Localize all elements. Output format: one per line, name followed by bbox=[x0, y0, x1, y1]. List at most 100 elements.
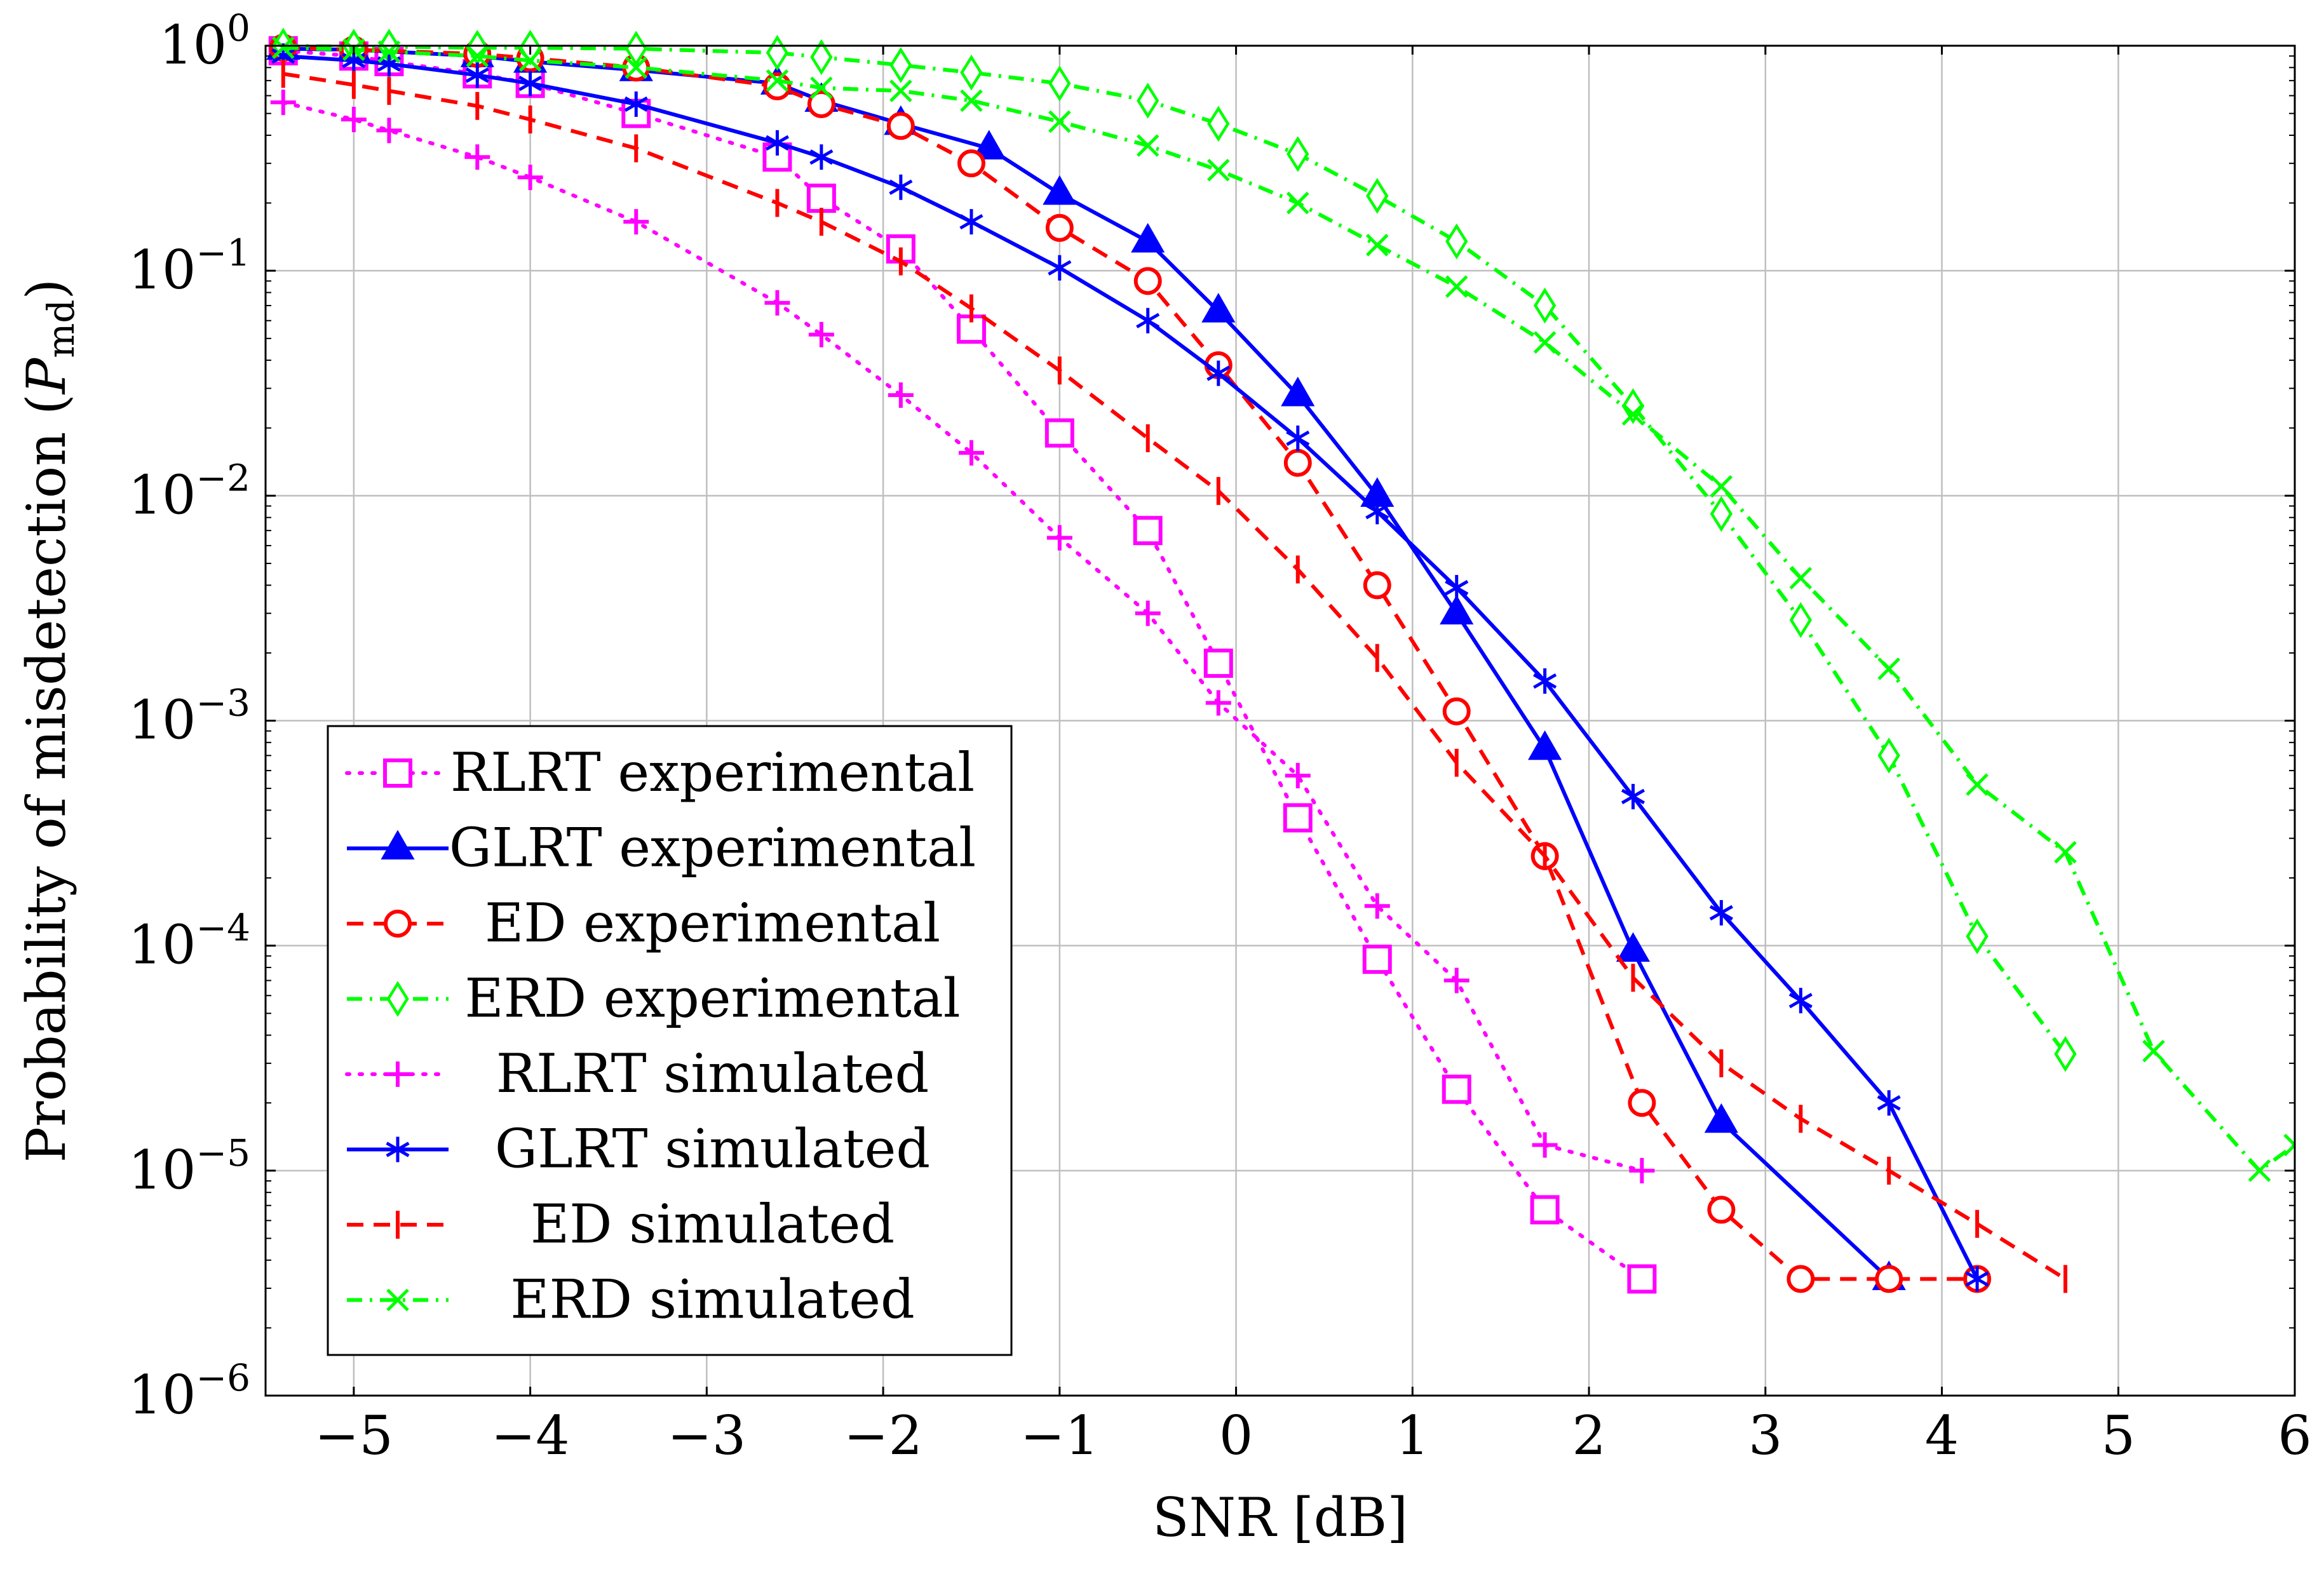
marker-asterisk bbox=[1533, 668, 1557, 694]
legend-label: ED simulated bbox=[530, 1193, 895, 1255]
marker-square bbox=[1133, 516, 1163, 546]
marker-triangle bbox=[1528, 730, 1562, 760]
marker-square bbox=[1627, 1264, 1657, 1294]
marker-circle bbox=[1133, 267, 1162, 295]
marker-diamond bbox=[810, 39, 833, 76]
marker-triangle bbox=[1201, 293, 1236, 323]
y-axis-label-open: ( bbox=[15, 394, 78, 415]
marker-plus bbox=[1443, 967, 1469, 994]
marker-circle bbox=[1363, 571, 1391, 600]
legend-box bbox=[327, 725, 1013, 1356]
x-tick-label: −3 bbox=[667, 1404, 746, 1467]
marker-asterisk bbox=[765, 130, 790, 156]
marker-diamond bbox=[1789, 602, 1812, 638]
marker-triangle bbox=[972, 130, 1006, 159]
marker-circle bbox=[807, 90, 835, 118]
marker-cross bbox=[1445, 275, 1468, 298]
marker-circle bbox=[1045, 213, 1074, 242]
marker-diamond bbox=[1137, 83, 1159, 119]
y-axis-label: Probability of misdetection (Pmd) bbox=[15, 279, 83, 1163]
marker-diamond bbox=[1207, 105, 1230, 142]
marker-asterisk bbox=[1965, 1266, 1989, 1292]
marker-cross bbox=[2142, 1039, 2165, 1063]
legend-entry: GLRT simulated bbox=[347, 1118, 930, 1180]
marker-plus bbox=[517, 165, 543, 191]
legend-label: GLRT experimental bbox=[449, 817, 976, 879]
marker-asterisk bbox=[1286, 425, 1310, 451]
marker-asterisk bbox=[1365, 499, 1389, 525]
marker-asterisk bbox=[1206, 360, 1231, 386]
marker-circle bbox=[886, 112, 915, 140]
marker-cross bbox=[466, 44, 489, 67]
marker-plus bbox=[1205, 690, 1231, 716]
marker-square bbox=[383, 758, 412, 788]
marker-cross bbox=[625, 56, 648, 79]
legend-entry: RLRT simulated bbox=[345, 1042, 929, 1105]
marker-circle bbox=[1628, 1089, 1656, 1117]
series-line bbox=[281, 100, 1644, 1173]
legend-label: RLRT experimental bbox=[450, 741, 975, 804]
y-tick-label: 10−5 bbox=[128, 1131, 250, 1201]
marker-square bbox=[1530, 1195, 1560, 1225]
x-tick-label: −2 bbox=[844, 1404, 922, 1467]
marker-plus bbox=[1364, 893, 1390, 919]
x-tick-label: 3 bbox=[1748, 1404, 1782, 1467]
marker-square bbox=[1283, 803, 1313, 833]
y-axis-label-text: Probability of misdetection bbox=[15, 415, 78, 1162]
marker-circle bbox=[763, 72, 792, 100]
legend-label: GLRT simulated bbox=[495, 1118, 930, 1180]
marker-cross bbox=[272, 36, 295, 59]
x-axis-label: SNR [dB] bbox=[1152, 1486, 1408, 1549]
marker-diamond bbox=[1287, 136, 1309, 172]
marker-diamond bbox=[1048, 65, 1071, 102]
axis-ticks: −5 −4 −3 −2 −1 0 1 2 3 4 5 6 100 10−1 10−2 10−3 10−4 10−5… bbox=[128, 6, 2312, 1467]
marker-cross bbox=[1877, 657, 1900, 680]
marker-cross bbox=[810, 76, 833, 100]
marker-diamond bbox=[1877, 738, 1900, 774]
marker-circle bbox=[1875, 1265, 1903, 1293]
legend-entry: ERD experimental bbox=[347, 967, 961, 1030]
marker-plus bbox=[464, 144, 490, 170]
marker-circle bbox=[1707, 1196, 1736, 1224]
marker-circle bbox=[1787, 1265, 1815, 1293]
marker-diamond bbox=[1533, 287, 1557, 324]
marker-asterisk bbox=[1048, 255, 1072, 281]
marker-triangle bbox=[1704, 1103, 1738, 1133]
legend-entry: RLRT experimental bbox=[345, 741, 975, 804]
x-tick-label: 6 bbox=[2278, 1404, 2311, 1467]
series-rlrt-simulated bbox=[270, 90, 1655, 1183]
marker-diamond bbox=[1966, 918, 1989, 955]
marker-cross bbox=[1365, 234, 1389, 257]
marker-asterisk bbox=[1136, 307, 1160, 333]
marker-diamond bbox=[1366, 178, 1389, 214]
marker-cross bbox=[960, 89, 983, 112]
marker-cross bbox=[766, 69, 789, 92]
marker-triangle bbox=[1131, 222, 1165, 253]
marker-plus bbox=[623, 209, 649, 235]
marker-asterisk bbox=[386, 1136, 410, 1162]
marker-circle bbox=[1442, 697, 1471, 725]
marker-circle bbox=[1283, 448, 1312, 477]
marker-cross bbox=[1966, 773, 1989, 796]
legend-label: ERD experimental bbox=[464, 967, 960, 1030]
marker-triangle bbox=[1440, 595, 1474, 625]
x-tick-label: 5 bbox=[2102, 1404, 2135, 1467]
marker-plus bbox=[958, 440, 984, 466]
marker-square bbox=[1362, 945, 1392, 974]
legend-label: ED experimental bbox=[485, 892, 940, 954]
legend-entry: ED experimental bbox=[347, 892, 940, 954]
marker-cross bbox=[1710, 475, 1733, 498]
marker-asterisk bbox=[959, 209, 983, 235]
marker-diamond bbox=[960, 54, 983, 91]
series-erd-simulated bbox=[272, 36, 2295, 1182]
marker-cross bbox=[1287, 191, 1309, 215]
marker-square bbox=[1442, 1074, 1471, 1104]
x-tick-label: 2 bbox=[1572, 1404, 1605, 1467]
marker-plus bbox=[888, 382, 914, 408]
marker-plus bbox=[1285, 762, 1311, 788]
marker-cross bbox=[2054, 840, 2077, 864]
x-tick-label: −5 bbox=[314, 1404, 393, 1467]
legend-entry: ERD simulated bbox=[347, 1269, 915, 1331]
marker-cross bbox=[1207, 159, 1230, 182]
